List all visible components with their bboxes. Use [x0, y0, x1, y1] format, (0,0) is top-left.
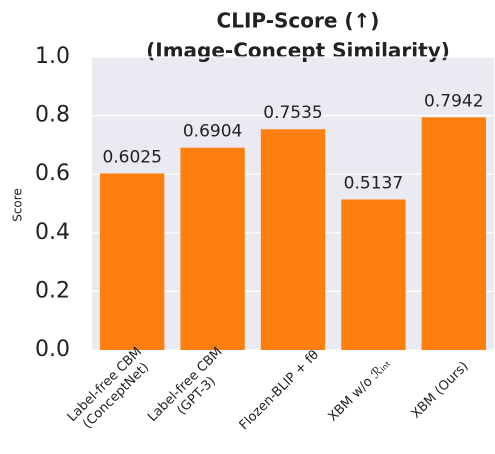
y-tick-label: 0.2: [35, 278, 70, 303]
x-tick-label: Flozen-BLIP + fθ: [236, 347, 321, 432]
value-label: 0.7942: [424, 91, 483, 111]
y-tick-label: 0.4: [35, 220, 70, 245]
bar: [421, 117, 486, 350]
chart-title: CLIP-Score (↑): [217, 9, 380, 33]
x-tick-label: Label-free CBM(GPT-3): [145, 344, 237, 436]
bar: [341, 199, 406, 350]
x-tick-label-line: XBM w/o ℛᵢₙₜ: [325, 356, 394, 425]
y-tick-label: 1.0: [35, 44, 70, 69]
y-tick-label: 0.6: [35, 161, 70, 186]
bar: [260, 129, 326, 350]
bar: [180, 147, 245, 350]
y-tick-label: 0.0: [35, 337, 70, 362]
x-tick-label-line: Flozen-BLIP + fθ: [236, 347, 321, 432]
chart-title: (Image-Concept Similarity): [146, 39, 450, 63]
value-label: 0.7535: [263, 103, 322, 123]
bar: [100, 173, 165, 350]
x-tick-label: XBM w/o ℛᵢₙₜ: [325, 356, 394, 425]
y-tick-label: 0.8: [35, 103, 70, 128]
y-axis-label: Score: [11, 188, 25, 222]
x-tick-label-line: XBM (Ours): [408, 359, 471, 422]
x-tick-label: Label-free CBM(ConceptNet): [64, 344, 156, 436]
x-tick-label: XBM (Ours): [408, 359, 471, 422]
value-label: 0.5137: [344, 173, 403, 193]
value-label: 0.6904: [183, 122, 242, 142]
value-label: 0.6025: [102, 147, 161, 167]
